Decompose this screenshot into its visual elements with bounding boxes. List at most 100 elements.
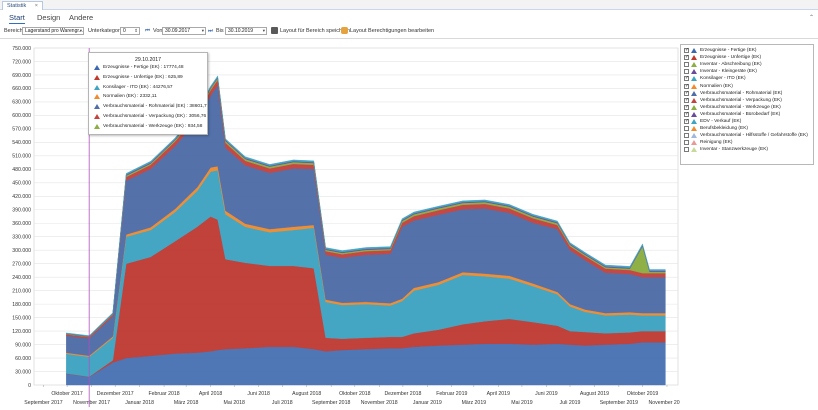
bereich-select[interactable]: Lagerstand pro Warengr... ▾ bbox=[22, 27, 84, 35]
unterkategorie-value: 0 bbox=[123, 28, 126, 34]
previous-period-icon[interactable]: ⏮ bbox=[145, 28, 150, 34]
series-marker-icon bbox=[691, 48, 697, 54]
series-marker-icon bbox=[691, 111, 697, 117]
series-marker-icon bbox=[691, 97, 697, 103]
checkbox-checked-icon[interactable]: ✓ bbox=[684, 75, 690, 82]
y-tick-label: 300.000 bbox=[12, 248, 31, 254]
von-label: Von bbox=[153, 28, 163, 34]
legend-item-label: Verbrauchsmaterial - Werkzeuge (EK) bbox=[700, 104, 781, 110]
save-layout-button[interactable]: Layout für Bereich speichern bbox=[271, 26, 350, 36]
legend-item[interactable]: ✓ Erzeugnisse - Fertige (EK) bbox=[684, 47, 810, 54]
area-series-9[interactable] bbox=[66, 75, 666, 337]
tooltip-row-label: Verbrauchsmaterial - Rohmaterial (EK) : … bbox=[103, 104, 207, 110]
tooltip-row: Normalien (EK) : 2332,11 bbox=[94, 94, 157, 100]
floppy-disk-icon bbox=[271, 27, 278, 35]
x-tick-label: November 2017 bbox=[73, 400, 110, 406]
x-tick-label: August 2019 bbox=[580, 391, 609, 397]
checkbox-checked-icon[interactable]: ✓ bbox=[684, 82, 690, 89]
legend-item[interactable]: Reinigung (EK) bbox=[684, 139, 810, 146]
series-marker-icon bbox=[691, 147, 697, 153]
x-tick-label: Juni 2018 bbox=[247, 391, 270, 397]
legend-item[interactable]: Verbrauchsmaterial - Hilfsstoffe / Gefah… bbox=[684, 132, 810, 139]
bereich-label: Bereich bbox=[4, 28, 23, 34]
checkbox-unchecked-icon[interactable] bbox=[684, 62, 689, 68]
checkbox-checked-icon[interactable]: ✓ bbox=[684, 110, 690, 117]
checkbox-checked-icon[interactable]: ✓ bbox=[684, 117, 690, 124]
y-tick-label: 150.000 bbox=[12, 315, 31, 321]
legend-item-label: Konsilager - ITD (EK) bbox=[700, 76, 746, 82]
legend-item[interactable]: ✓ Erzeugnisse - Unfertige (EK) bbox=[684, 54, 810, 61]
x-tick-label: Juli 2018 bbox=[272, 400, 293, 406]
legend-item[interactable]: Inventar - Kleingeräte (EK) bbox=[684, 68, 810, 75]
series-marker-icon bbox=[691, 76, 697, 82]
checkbox-checked-icon[interactable]: ✓ bbox=[684, 47, 690, 54]
toolbar: Bereich Lagerstand pro Warengr... ▾ Unte… bbox=[0, 26, 818, 37]
bis-date-field[interactable]: 30.10.2019 ▾ bbox=[225, 27, 267, 35]
checkbox-checked-icon[interactable]: ✓ bbox=[684, 89, 690, 96]
calendar-dropdown-icon[interactable]: ▾ bbox=[201, 28, 204, 33]
legend-item[interactable]: ✓ Verbrauchsmaterial - Rohmaterial (EK) bbox=[684, 90, 810, 97]
spinner-arrows-icon[interactable]: ⇕ bbox=[134, 28, 138, 33]
y-tick-label: 330.000 bbox=[12, 235, 31, 241]
legend-item[interactable]: Inventar - Stanzwerkzeuge (EK) bbox=[684, 146, 810, 153]
x-tick-label: Februar 2019 bbox=[436, 391, 467, 397]
legend-item[interactable]: ✓ Konsilager - ITD (EK) bbox=[684, 75, 810, 82]
checkbox-unchecked-icon[interactable] bbox=[684, 140, 689, 146]
von-value: 30.09.2017 bbox=[165, 28, 191, 34]
legend-item[interactable]: ✓ Verbrauchsmaterial - Verpackung (EK) bbox=[684, 97, 810, 104]
chart-legend: ✓ Erzeugnisse - Fertige (EK) ✓ Erzeugnisse … bbox=[680, 44, 814, 165]
unterkategorie-spinner[interactable]: 0 ⇕ bbox=[120, 27, 140, 35]
legend-item-label: Reinigung (EK) bbox=[700, 140, 733, 146]
x-tick-label: Juni 2019 bbox=[535, 391, 558, 397]
series-marker-icon bbox=[691, 62, 697, 68]
x-tick-label: Februar 2018 bbox=[148, 391, 179, 397]
stacked-area-chart[interactable]: 0 30.000 60.000 90.000 120.000 150.000 180.000… bbox=[0, 40, 680, 410]
y-tick-label: 0 bbox=[28, 383, 31, 389]
y-tick-label: 450.000 bbox=[12, 181, 31, 187]
von-date-field[interactable]: 30.09.2017 ▾ bbox=[162, 27, 206, 35]
checkbox-unchecked-icon[interactable] bbox=[684, 126, 689, 132]
x-tick-label: September 2019 bbox=[600, 400, 638, 406]
tooltip-date: 29.10.2017 bbox=[135, 57, 161, 63]
x-tick-label: März 2018 bbox=[174, 400, 199, 406]
y-tick-label: 660.000 bbox=[12, 86, 31, 92]
document-tab-statistik[interactable]: Statistik × bbox=[2, 1, 44, 10]
bis-label: Bis bbox=[216, 28, 224, 34]
checkbox-unchecked-icon[interactable] bbox=[684, 133, 689, 139]
collapse-ribbon-icon[interactable]: ⌃ bbox=[808, 15, 814, 21]
tab-start[interactable]: Start bbox=[9, 13, 25, 24]
legend-item[interactable]: Berufsbekleidung (EK) bbox=[684, 125, 810, 132]
series-marker-icon bbox=[691, 104, 697, 110]
legend-item-label: Inventar - Kleingeräte (EK) bbox=[700, 69, 757, 75]
legend-item[interactable]: ✓ Normalien (EK) bbox=[684, 82, 810, 89]
y-tick-label: 240.000 bbox=[12, 275, 31, 281]
legend-item[interactable]: Inventar - Abschreibung (EK) bbox=[684, 61, 810, 68]
y-tick-label: 420.000 bbox=[12, 194, 31, 200]
checkbox-checked-icon[interactable]: ✓ bbox=[684, 96, 690, 103]
checkbox-unchecked-icon[interactable] bbox=[684, 147, 689, 153]
close-tab-icon[interactable]: × bbox=[34, 3, 39, 9]
tooltip-row-label: Verbrauchsmaterial - Verpackung (EK) : 3… bbox=[103, 114, 207, 119]
checkbox-checked-icon[interactable]: ✓ bbox=[684, 103, 690, 110]
checkbox-unchecked-icon[interactable] bbox=[684, 69, 689, 75]
tab-andere[interactable]: Andere bbox=[69, 13, 94, 22]
y-tick-label: 30.000 bbox=[15, 369, 31, 375]
calendar-dropdown-icon[interactable]: ▾ bbox=[262, 28, 265, 33]
y-tick-label: 720.000 bbox=[12, 59, 31, 65]
legend-item[interactable]: ✓ EDV - Verkauf (EK) bbox=[684, 118, 810, 125]
x-tick-label: August 2018 bbox=[292, 391, 321, 397]
tab-design[interactable]: Design bbox=[37, 13, 61, 22]
series-marker-icon bbox=[691, 55, 697, 61]
legend-item[interactable]: ✓ Verbrauchsmaterial - Werkzeuge (EK) bbox=[684, 104, 810, 111]
toolbar-divider bbox=[0, 38, 818, 39]
checkbox-checked-icon[interactable]: ✓ bbox=[684, 54, 690, 61]
bis-value: 30.10.2019 bbox=[228, 28, 254, 34]
x-tick-label: November 2018 bbox=[361, 400, 398, 406]
x-tick-label: Januar 2019 bbox=[413, 400, 442, 406]
legend-item[interactable]: ✓ Verbrauchsmaterial - Bürobedarf (EK) bbox=[684, 111, 810, 118]
y-tick-label: 270.000 bbox=[12, 261, 31, 267]
next-period-icon[interactable]: ⏭ bbox=[208, 28, 213, 34]
tooltip-row: Erzeugnisse - Fertige (EK) : 17774,48 bbox=[94, 65, 184, 70]
x-tick-label: November 2019 bbox=[649, 400, 680, 406]
edit-permissions-button[interactable]: Layout Berechtigungen bearbeiten bbox=[341, 26, 434, 36]
